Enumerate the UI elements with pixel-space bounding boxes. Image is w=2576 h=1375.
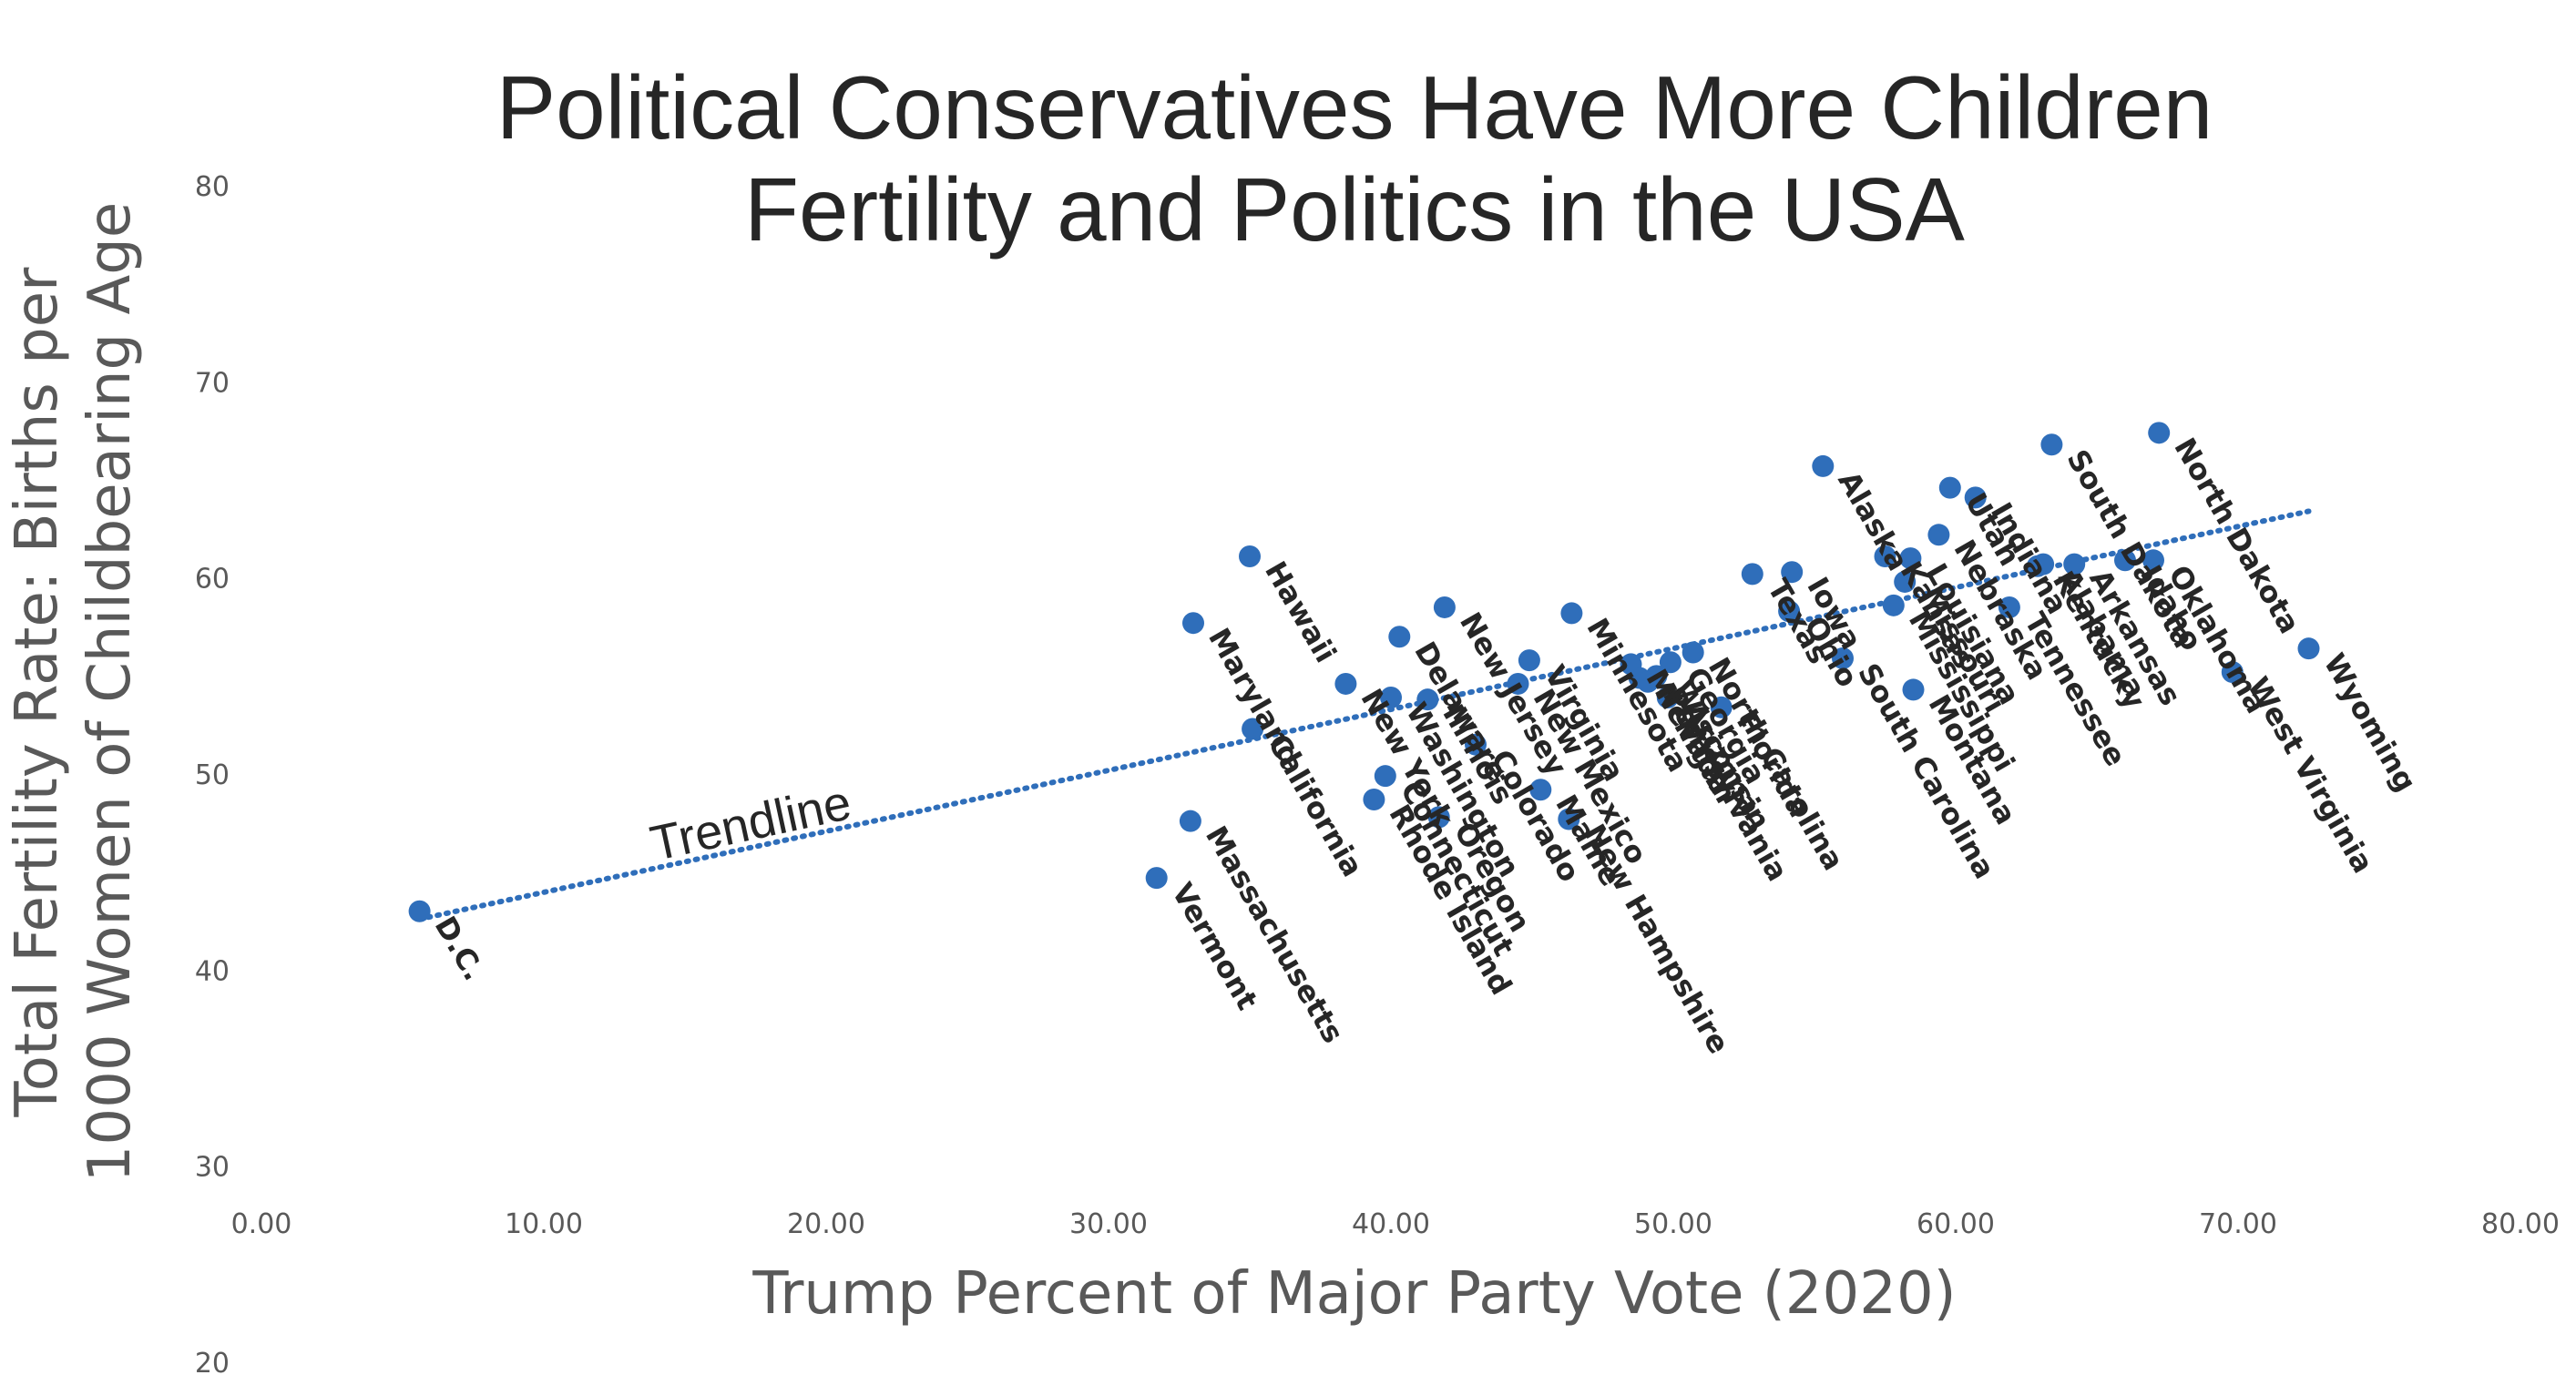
point-alabama — [2032, 553, 2055, 575]
point-utah — [1938, 476, 1961, 499]
point-maryland — [1182, 612, 1204, 635]
point-label-new-hampshire: New Hampshire — [1577, 819, 1736, 1060]
y-tick-label: 20 — [195, 1348, 230, 1375]
point-south-carolina — [1832, 647, 1854, 669]
y-axis-title-line1: Total Fertility Rate: Births per — [4, 267, 71, 1118]
point-idaho — [2114, 549, 2136, 572]
point-south-dakota — [2040, 433, 2063, 456]
point-louisiana — [1899, 547, 1922, 570]
point-california — [1242, 718, 1264, 740]
point-new-hampshire — [1558, 808, 1580, 830]
point-west-virginia — [2221, 661, 2244, 684]
point-indiana — [1964, 486, 1987, 509]
x-axis-ticks: 0.00 10.00 20.00 30.00 40.00 50.00 60.00 70.00 8… — [231, 1208, 2560, 1240]
x-tick-label: 30.00 — [1069, 1208, 1148, 1240]
point-illinois — [1416, 688, 1439, 711]
y-tick-label: 50 — [195, 759, 230, 791]
x-tick-label: 10.00 — [505, 1208, 583, 1240]
point-colorado — [1465, 733, 1487, 756]
point-hawaii — [1239, 545, 1261, 567]
y-tick-label: 80 — [195, 171, 230, 203]
point-mississippi — [1882, 594, 1905, 616]
x-tick-label: 70.00 — [2199, 1208, 2277, 1240]
trendline-label: Trendline — [646, 775, 856, 871]
point-tennessee — [1998, 596, 2020, 618]
point-kansas — [1874, 545, 1896, 567]
x-tick-label: 40.00 — [1352, 1208, 1430, 1240]
point-connecticut — [1374, 765, 1396, 788]
point-label-california: California — [1261, 728, 1370, 882]
point-florida — [1710, 696, 1733, 718]
point-label-wyoming: Wyoming — [2317, 647, 2424, 798]
point-oregon — [1427, 806, 1450, 829]
point-north-carolina — [1682, 641, 1704, 664]
point-georgia — [1659, 651, 1682, 674]
point-north-dakota — [2148, 422, 2171, 444]
x-tick-label: 0.00 — [231, 1208, 292, 1240]
point-wisconsin — [1645, 665, 1668, 688]
point-nebraska — [1927, 524, 1950, 546]
point-washington — [1380, 687, 1402, 709]
point-label-hawaii: Hawaii — [1258, 555, 1344, 668]
x-tick-label: 50.00 — [1634, 1208, 1712, 1240]
point-wyoming — [2297, 637, 2320, 660]
y-tick-label: 70 — [195, 367, 230, 399]
point-label-alaska: Alaska — [1831, 465, 1916, 576]
y-axis-title-line2: 1000 Women of Childbearing Age — [77, 202, 144, 1183]
trendline — [416, 508, 2312, 922]
point-ohio — [1778, 600, 1801, 623]
point-oklahoma — [2142, 549, 2164, 572]
y-tick-label: 60 — [195, 564, 230, 596]
point-texas — [1741, 563, 1763, 586]
point-alaska — [1812, 454, 1835, 477]
point-montana — [1902, 678, 1925, 701]
point-missouri — [1894, 570, 1917, 593]
x-tick-label: 20.00 — [787, 1208, 865, 1240]
point-delaware — [1388, 626, 1411, 648]
chart-title: Political Conservatives Have More Childr… — [496, 57, 2213, 158]
point-label-d-c: D.C. — [428, 911, 492, 986]
data-points — [408, 422, 2320, 922]
point-new-york — [1334, 672, 1357, 695]
point-iowa — [1781, 561, 1804, 584]
point-rhode-island — [1363, 788, 1385, 810]
point-minnesota — [1560, 602, 1583, 625]
point-arkansas — [2063, 553, 2086, 575]
point-maine — [1529, 779, 1552, 801]
x-tick-label: 80.00 — [2481, 1208, 2560, 1240]
point-virginia — [1518, 649, 1540, 672]
point-massachusetts — [1179, 810, 1201, 832]
x-tick-label: 60.00 — [1917, 1208, 1995, 1240]
point-new-mexico — [1507, 672, 1529, 695]
y-tick-label: 40 — [195, 955, 230, 987]
y-tick-label: 30 — [195, 1152, 230, 1184]
point-arizona — [1656, 687, 1679, 709]
data-point-labels: D.C. VermontMassachusettsMarylandHawaiiCa… — [428, 432, 2424, 1059]
point-new-jersey — [1433, 596, 1456, 618]
y-axis-ticks: 20 30 40 50 60 70 80 — [195, 171, 230, 1375]
x-axis-title: Trump Percent of Major Party Vote (2020) — [751, 1260, 1956, 1328]
chart-subtitle: Fertility and Politics in the USA — [744, 159, 1965, 260]
point-vermont — [1145, 867, 1168, 890]
point-d-c — [408, 900, 431, 922]
